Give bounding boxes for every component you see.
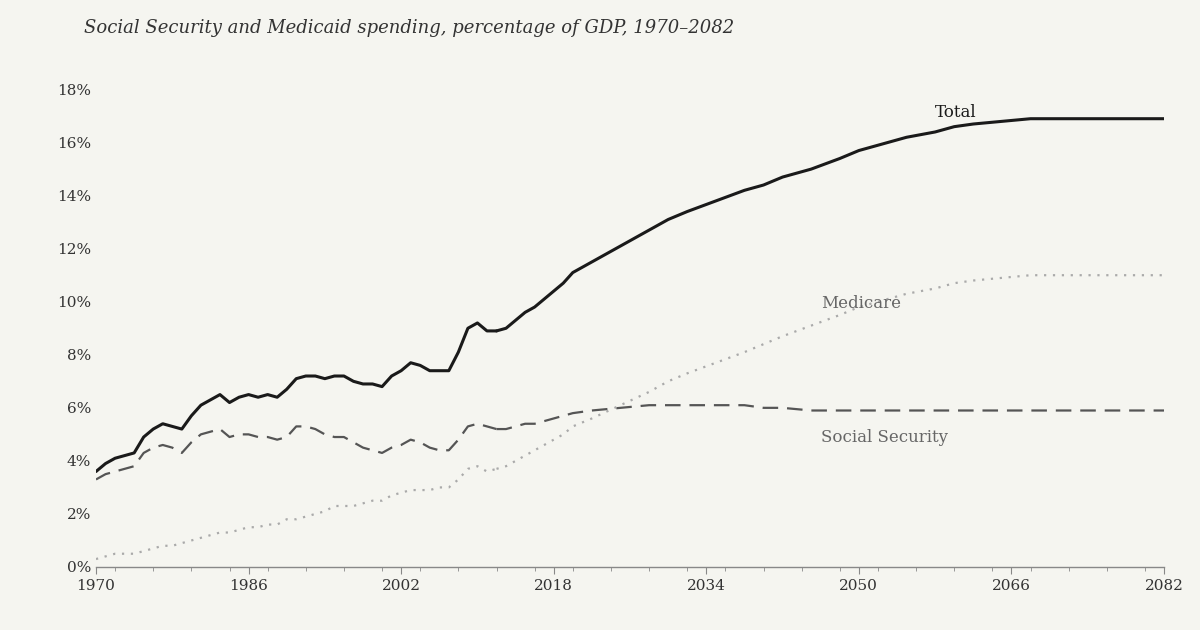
Text: Social Security and Medicaid spending, percentage of GDP, 1970–2082: Social Security and Medicaid spending, p… bbox=[84, 19, 734, 37]
Text: Medicare: Medicare bbox=[821, 295, 901, 312]
Text: Social Security: Social Security bbox=[821, 429, 948, 446]
Text: Total: Total bbox=[935, 105, 977, 122]
